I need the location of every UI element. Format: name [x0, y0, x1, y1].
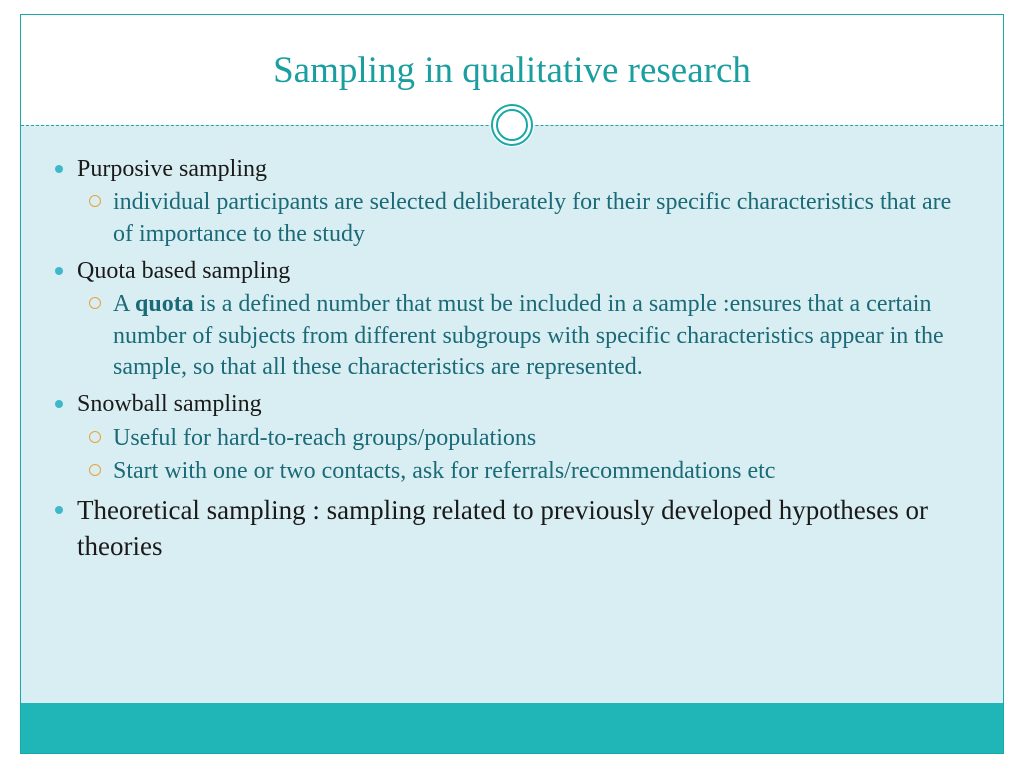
- list-item-label: Theoretical sampling : sampling related …: [77, 495, 928, 561]
- bold-text: quota: [135, 291, 194, 317]
- text-run: is a defined number that must be include…: [113, 291, 944, 380]
- sub-list: Useful for hard-to-reach groups/populati…: [77, 423, 973, 488]
- content-area: Purposive sampling individual participan…: [21, 125, 1003, 705]
- sub-list-item: Start with one or two contacts, ask for …: [113, 456, 973, 488]
- sub-list: individual participants are selected del…: [77, 187, 973, 250]
- list-item-label: Snowball sampling: [77, 391, 262, 417]
- slide-title: Sampling in qualitative research: [273, 49, 751, 92]
- list-item: Theoretical sampling : sampling related …: [77, 492, 973, 565]
- bottom-accent-bar: [21, 703, 1003, 753]
- text-run: A: [113, 291, 135, 317]
- slide-frame: Sampling in qualitative research Purposi…: [20, 14, 1004, 754]
- list-item: Purposive sampling individual participan…: [77, 153, 973, 251]
- list-item-label: Quota based sampling: [77, 258, 290, 284]
- sub-list-item: A quota is a defined number that must be…: [113, 289, 973, 384]
- list-item: Quota based sampling A quota is a define…: [77, 255, 973, 384]
- sub-list: A quota is a defined number that must be…: [77, 289, 973, 384]
- circle-badge-icon: [490, 103, 534, 147]
- bullet-list: Purposive sampling individual participan…: [51, 153, 973, 565]
- sub-list-item: individual participants are selected del…: [113, 187, 973, 250]
- list-item: Snowball sampling Useful for hard-to-rea…: [77, 388, 973, 488]
- sub-list-item: Useful for hard-to-reach groups/populati…: [113, 423, 973, 455]
- list-item-label: Purposive sampling: [77, 156, 267, 182]
